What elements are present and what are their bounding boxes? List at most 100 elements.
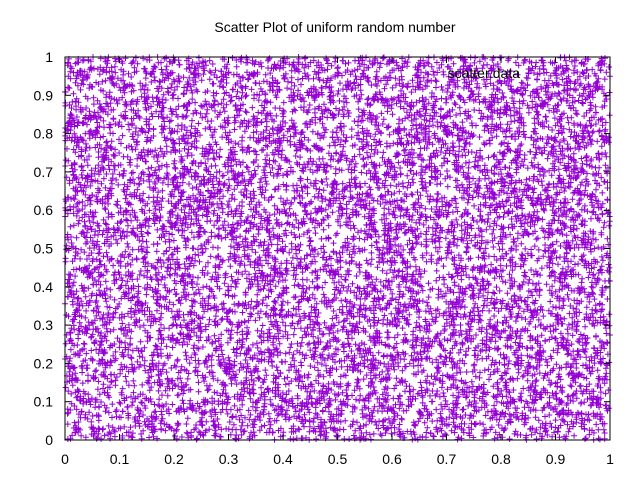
scatter-point [507, 285, 514, 292]
scatter-point [472, 180, 479, 187]
scatter-point [540, 62, 546, 69]
scatter-point [265, 346, 271, 353]
scatter-point [548, 135, 555, 142]
scatter-point [483, 226, 490, 233]
scatter-point [169, 377, 176, 384]
scatter-point [140, 412, 146, 418]
scatter-point [168, 365, 175, 371]
scatter-point [304, 341, 311, 348]
scatter-point [93, 367, 100, 374]
scatter-point [572, 145, 579, 151]
scatter-point [252, 249, 259, 256]
scatter-point [433, 84, 439, 91]
scatter-point [383, 270, 390, 277]
scatter-point [174, 392, 181, 399]
scatter-point [100, 133, 107, 140]
scatter-point [339, 389, 346, 396]
scatter-point [401, 230, 408, 237]
scatter-point [245, 75, 252, 82]
scatter-point [195, 252, 202, 259]
scatter-point [453, 200, 460, 207]
scatter-point [493, 284, 500, 291]
scatter-point [409, 212, 416, 219]
scatter-point [204, 270, 211, 277]
scatter-point [373, 68, 380, 75]
scatter-point [304, 176, 311, 183]
scatter-point [164, 392, 171, 399]
scatter-point [109, 401, 116, 408]
scatter-point [90, 101, 97, 108]
scatter-point [579, 160, 586, 167]
scatter-point [148, 384, 155, 391]
scatter-point [319, 179, 326, 186]
scatter-point [251, 167, 258, 174]
scatter-point [297, 154, 304, 161]
scatter-point [599, 151, 605, 158]
scatter-point [329, 315, 336, 322]
scatter-point [582, 435, 588, 442]
scatter-point [109, 414, 115, 421]
scatter-point [544, 432, 551, 438]
scatter-point [116, 171, 123, 178]
scatter-point [557, 96, 564, 103]
scatter-point [395, 395, 402, 402]
scatter-point [206, 57, 213, 64]
scatter-point [179, 397, 186, 404]
scatter-point [461, 231, 468, 238]
scatter-point [409, 191, 416, 198]
scatter-point [180, 202, 187, 209]
scatter-point [103, 221, 110, 228]
scatter-point [580, 362, 586, 369]
scatter-point [182, 286, 188, 293]
scatter-point [192, 299, 198, 305]
scatter-point [542, 356, 549, 363]
scatter-point [404, 172, 411, 179]
scatter-point [455, 153, 462, 160]
scatter-point [307, 155, 314, 162]
scatter-point [335, 319, 342, 326]
scatter-point [255, 199, 262, 206]
scatter-point [305, 371, 312, 378]
scatter-point [82, 314, 89, 321]
scatter-point [147, 148, 154, 155]
scatter-point [499, 128, 506, 135]
scatter-point [482, 412, 489, 419]
scatter-point [427, 305, 434, 312]
scatter-point [560, 110, 567, 117]
scatter-point [392, 241, 399, 248]
scatter-point [83, 307, 90, 314]
scatter-point [119, 408, 126, 415]
scatter-point [380, 149, 387, 156]
scatter-point [154, 307, 160, 314]
scatter-point [480, 390, 486, 397]
scatter-point [356, 151, 363, 158]
scatter-point [602, 390, 609, 397]
scatter-point [138, 93, 145, 100]
scatter-point [129, 246, 136, 253]
scatter-point [384, 108, 391, 115]
scatter-point [323, 268, 330, 275]
scatter-point [418, 113, 424, 120]
scatter-point [463, 369, 470, 375]
scatter-point [554, 349, 561, 356]
scatter-point [195, 120, 202, 127]
scatter-point [356, 146, 363, 153]
scatter-point [122, 248, 129, 255]
scatter-point [303, 145, 310, 152]
scatter-point [314, 359, 321, 366]
scatter-point [209, 395, 216, 402]
scatter-point [266, 425, 273, 432]
scatter-point [313, 185, 320, 192]
scatter-point [197, 315, 203, 322]
scatter-point [102, 220, 109, 227]
scatter-point [297, 96, 304, 102]
scatter-point [513, 108, 520, 115]
scatter-point [553, 361, 560, 368]
scatter-point [565, 66, 572, 73]
scatter-point [305, 227, 312, 234]
scatter-point [587, 123, 594, 129]
scatter-point [140, 427, 147, 434]
scatter-point [427, 286, 434, 293]
scatter-point [490, 383, 497, 390]
scatter-point [198, 418, 205, 425]
